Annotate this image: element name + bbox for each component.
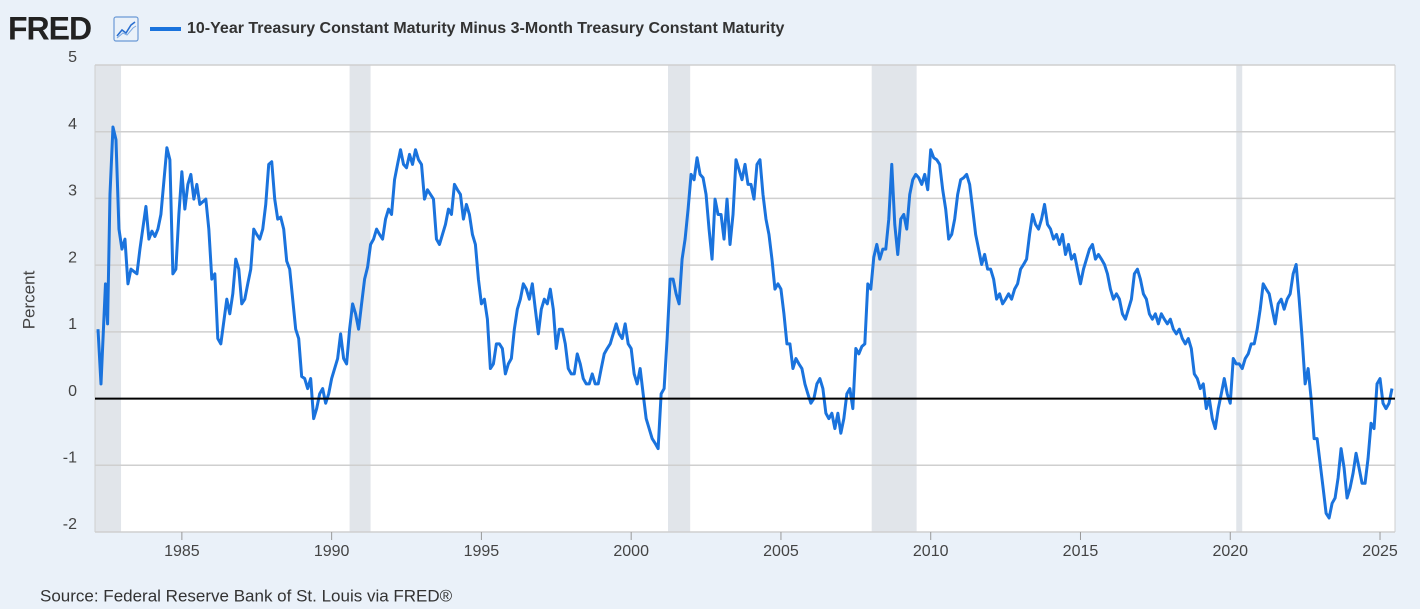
y-tick-label: 2 [68,249,77,266]
y-tick-label: 1 [68,316,77,333]
label-layer: -2 -1 0 1 2 3 4 5 1985 1990 1995 2000 2005 2010 2015 20… [63,49,1398,560]
y-tick-label: -1 [63,450,77,467]
x-tick-label: 2000 [613,543,649,560]
y-tick-label: 3 [68,183,77,200]
x-tick-label: 2010 [913,543,949,560]
recession-band [1236,65,1243,532]
x-tick-label: 1990 [314,543,350,560]
recession-band [871,65,917,532]
y-axis-title: Percent [19,270,38,329]
y-tick-label: -2 [63,516,77,533]
data-layer [95,125,1395,520]
y-tick-label: 5 [68,49,77,66]
grid-layer [94,64,1396,540]
x-tick-label: 2020 [1212,543,1248,560]
plot-area [95,65,1395,532]
brand-logo: FRED [8,10,91,46]
legend-label: 10-Year Treasury Constant Maturity Minus… [187,20,785,37]
x-tick-label: 1985 [164,543,200,560]
x-tick-label: 2005 [763,543,799,560]
y-tick-label: 0 [68,383,77,400]
y-tick-label: 4 [68,116,77,133]
x-tick-label: 2025 [1362,543,1398,560]
source-note: Source: Federal Reserve Bank of St. Loui… [40,586,453,605]
x-tick-label: 1995 [464,543,500,560]
series-line [96,125,1394,520]
chart-icon [113,16,139,42]
x-tick-label: 2015 [1063,543,1099,560]
recession-band [349,65,371,532]
